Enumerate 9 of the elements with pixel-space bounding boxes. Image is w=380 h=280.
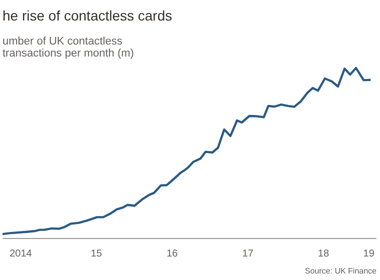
x-tick-label: 15	[90, 248, 102, 260]
x-tick-label: 16	[166, 248, 178, 260]
source-note: Source: UK Finance	[304, 266, 378, 276]
x-tick-label: 2014	[10, 248, 32, 260]
x-tick-label: 18	[318, 248, 330, 260]
chart-subtitle: umber of UK contactless transactions per month (m)	[2, 36, 134, 60]
x-tick-label: 19	[363, 248, 375, 260]
chart-title: he rise of contactless cards	[2, 8, 172, 24]
x-tick-label: 17	[242, 248, 254, 260]
